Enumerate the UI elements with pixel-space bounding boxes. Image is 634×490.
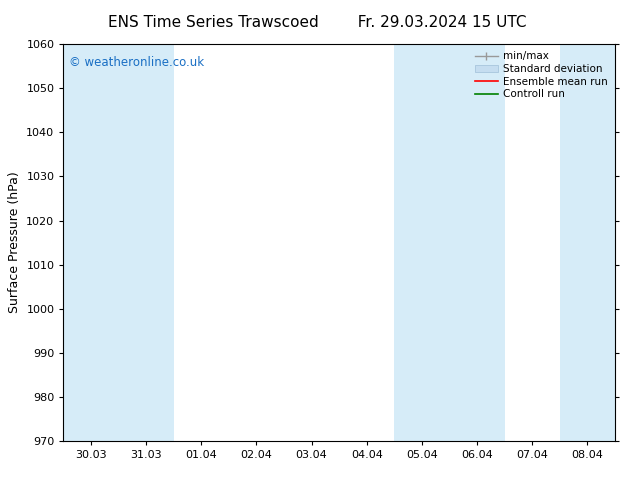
Text: © weatheronline.co.uk: © weatheronline.co.uk: [69, 56, 204, 69]
Bar: [450, 44, 505, 441]
Text: ENS Time Series Trawscoed        Fr. 29.03.2024 15 UTC: ENS Time Series Trawscoed Fr. 29.03.2024…: [108, 15, 526, 30]
Bar: [63, 44, 119, 441]
Y-axis label: Surface Pressure (hPa): Surface Pressure (hPa): [8, 172, 21, 314]
Bar: [119, 44, 174, 441]
Legend: min/max, Standard deviation, Ensemble mean run, Controll run: min/max, Standard deviation, Ensemble me…: [473, 49, 610, 101]
Bar: [394, 44, 450, 441]
Bar: [560, 44, 615, 441]
